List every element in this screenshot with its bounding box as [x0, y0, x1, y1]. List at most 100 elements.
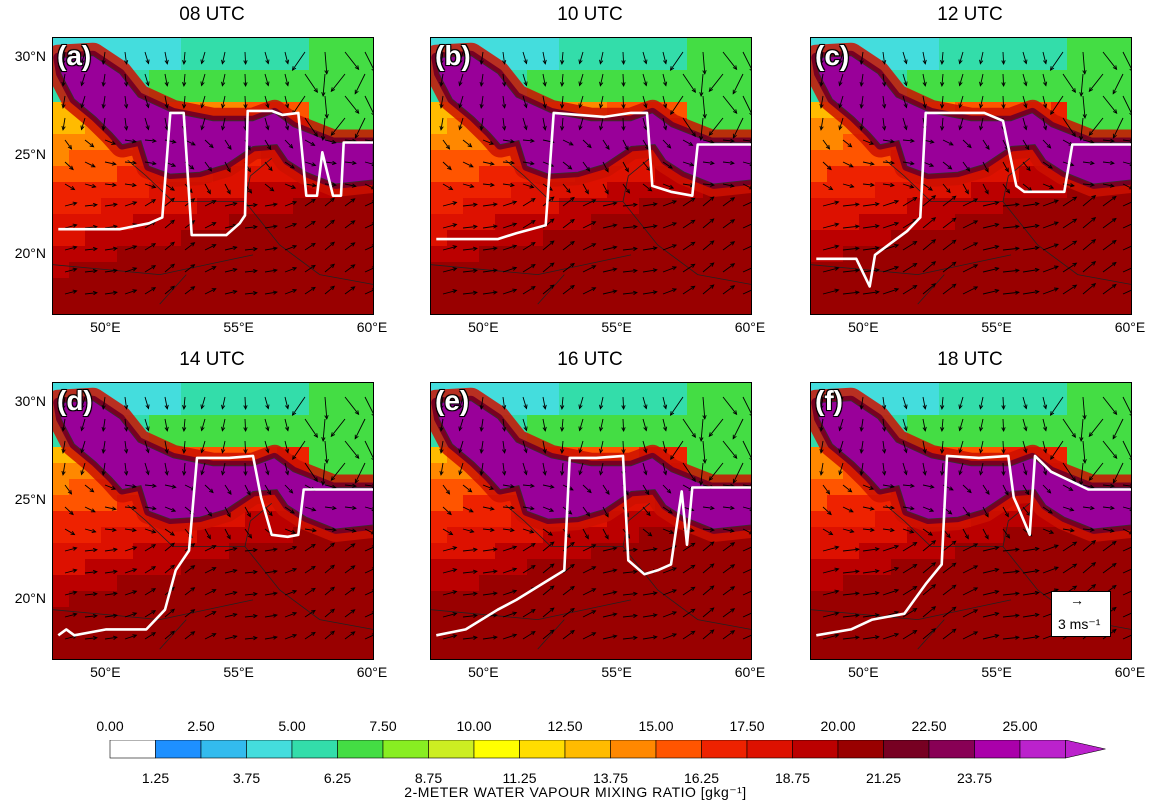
- wind-vector: [364, 95, 373, 114]
- wind-vector: [542, 585, 555, 596]
- wind-vector: [183, 440, 186, 453]
- wind-vector: [459, 462, 464, 475]
- wind-vector: [1002, 548, 1019, 552]
- wind-vector: [562, 183, 571, 193]
- wind-vector: [284, 51, 289, 64]
- wind-vector: [64, 224, 77, 229]
- wind-vector: [330, 462, 346, 481]
- colorbar-tick-label: 0.00: [96, 718, 124, 734]
- wind-vector: [822, 223, 839, 229]
- wind-vector: [1082, 161, 1094, 164]
- wind-vector: [502, 117, 506, 130]
- wind-vector: [124, 418, 128, 431]
- wind-vector: [322, 418, 326, 441]
- wind-vector: [164, 396, 168, 409]
- wind-vector: [440, 73, 444, 86]
- wind-vector: [1042, 221, 1059, 229]
- wind-vector: [364, 506, 373, 510]
- wind-vector: [324, 161, 336, 164]
- wind-vector: [1002, 570, 1019, 574]
- wind-vector: [642, 269, 657, 273]
- wind-vector: [562, 241, 575, 251]
- wind-vector: [1102, 396, 1117, 415]
- wind-vector: [221, 51, 226, 64]
- border-line: [917, 274, 945, 305]
- wind-vector: [742, 223, 751, 229]
- wind-vector: [144, 265, 156, 273]
- wind-vector: [1002, 269, 1019, 273]
- wind-vector: [922, 562, 936, 574]
- wind-vector: [1022, 183, 1032, 192]
- wind-vector: [1102, 183, 1114, 187]
- colorbar-tick-label: 21.25: [865, 770, 902, 786]
- wind-vector: [862, 161, 874, 165]
- wind-vector: [462, 570, 477, 574]
- wind-vector: [682, 418, 696, 438]
- wind-vector: [959, 117, 964, 130]
- wind-vector: [244, 615, 257, 618]
- wind-vector: [1022, 161, 1031, 171]
- border-line: [244, 546, 373, 630]
- wind-vector: [682, 117, 696, 137]
- wind-vector: [304, 287, 316, 295]
- wind-vector: [902, 586, 917, 596]
- wind-vector: [62, 51, 66, 64]
- wind-vector: [224, 139, 232, 150]
- wind-vector: [702, 218, 714, 229]
- wind-vector: [1122, 267, 1131, 273]
- wind-vector: [542, 418, 546, 431]
- wind-vector: [224, 224, 237, 229]
- wind-vector: [462, 528, 474, 533]
- wind-vector: [1102, 563, 1117, 574]
- wind-vector: [602, 268, 617, 273]
- wind-vector: [959, 462, 964, 475]
- wind-vector: [1122, 590, 1131, 596]
- wind-vector: [364, 546, 373, 552]
- wind-vector: [144, 462, 149, 475]
- wind-vector: [882, 506, 894, 509]
- wind-vector: [862, 528, 874, 531]
- wind-vector: [482, 247, 497, 251]
- wind-vector: [682, 263, 695, 273]
- wind-vector: [582, 484, 592, 493]
- wind-vector: [1042, 73, 1047, 86]
- border-line: [505, 502, 650, 548]
- wind-vector: [1022, 614, 1039, 618]
- wind-vector: [344, 51, 359, 70]
- wind-vector: [882, 545, 899, 552]
- wind-vector: [820, 73, 824, 86]
- wind-vector: [822, 612, 839, 618]
- colorbar-tick-label: 10.00: [456, 718, 492, 734]
- panel-label: (c): [815, 40, 850, 71]
- wind-vector: [1082, 484, 1094, 489]
- wind-vector: [982, 612, 999, 618]
- wind-vector: [642, 418, 647, 431]
- wind-vector: [742, 506, 751, 510]
- wind-vector: [979, 73, 984, 86]
- wind-vector: [1122, 506, 1131, 510]
- wind-vector: [482, 183, 494, 186]
- panel-label: (d): [57, 385, 93, 416]
- wind-vector: [582, 183, 589, 194]
- wind-vector: [562, 263, 575, 273]
- wind-vector: [1062, 240, 1077, 251]
- wind-vector: [264, 161, 273, 171]
- wind-vector: [722, 219, 735, 229]
- wind-vector: [244, 549, 257, 552]
- colorbar-segment: [382, 740, 429, 759]
- wind-vector: [582, 632, 596, 640]
- wind-vector: [542, 284, 555, 295]
- wind-vector: [522, 73, 527, 86]
- wind-vector: [440, 51, 444, 64]
- wind-vector: [742, 183, 751, 189]
- wind-vector: [264, 117, 269, 130]
- wind-vector: [682, 608, 695, 618]
- wind-vector: [1042, 418, 1047, 431]
- wind-vector: [962, 139, 972, 148]
- wind-vector: [622, 593, 637, 596]
- lon-tick-label: 50°E: [90, 319, 121, 335]
- wind-vector: [922, 283, 936, 295]
- wind-vector: [221, 95, 226, 108]
- wind-vector: [662, 528, 674, 534]
- lat-tick-label: 20°N: [14, 589, 46, 606]
